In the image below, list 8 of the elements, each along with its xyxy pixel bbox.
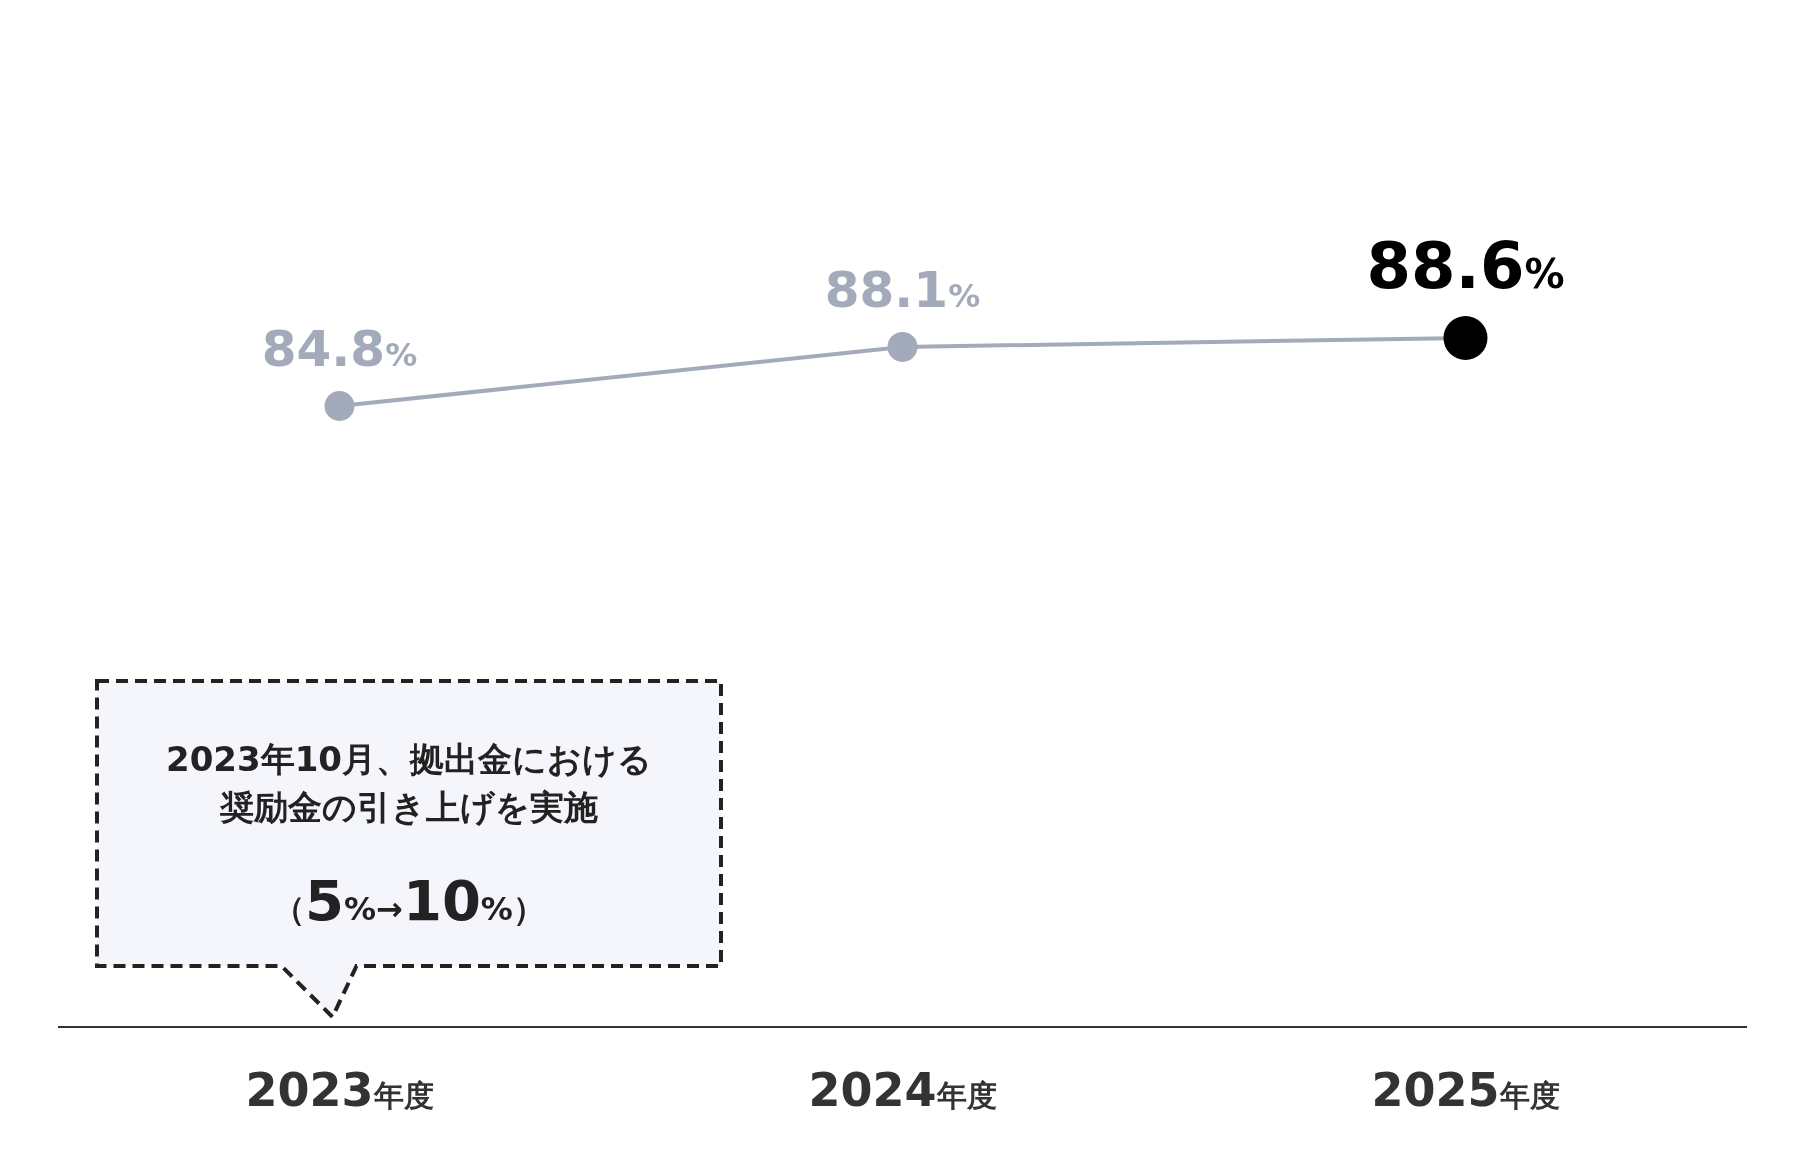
data-label: 84.8% — [261, 320, 418, 378]
data-label: 88.1% — [824, 260, 981, 319]
text: （5%→10%） — [273, 868, 545, 933]
text: 2023年10月、拠出金における奨励金の引き上げを実施 — [166, 739, 652, 827]
x-tick-label: 2024年度 — [808, 1063, 997, 1117]
x-tick-label: 2025年度 — [1371, 1063, 1560, 1117]
data-label: 88.6% — [1366, 229, 1565, 303]
x-tick-label: 2023年度 — [245, 1063, 434, 1117]
